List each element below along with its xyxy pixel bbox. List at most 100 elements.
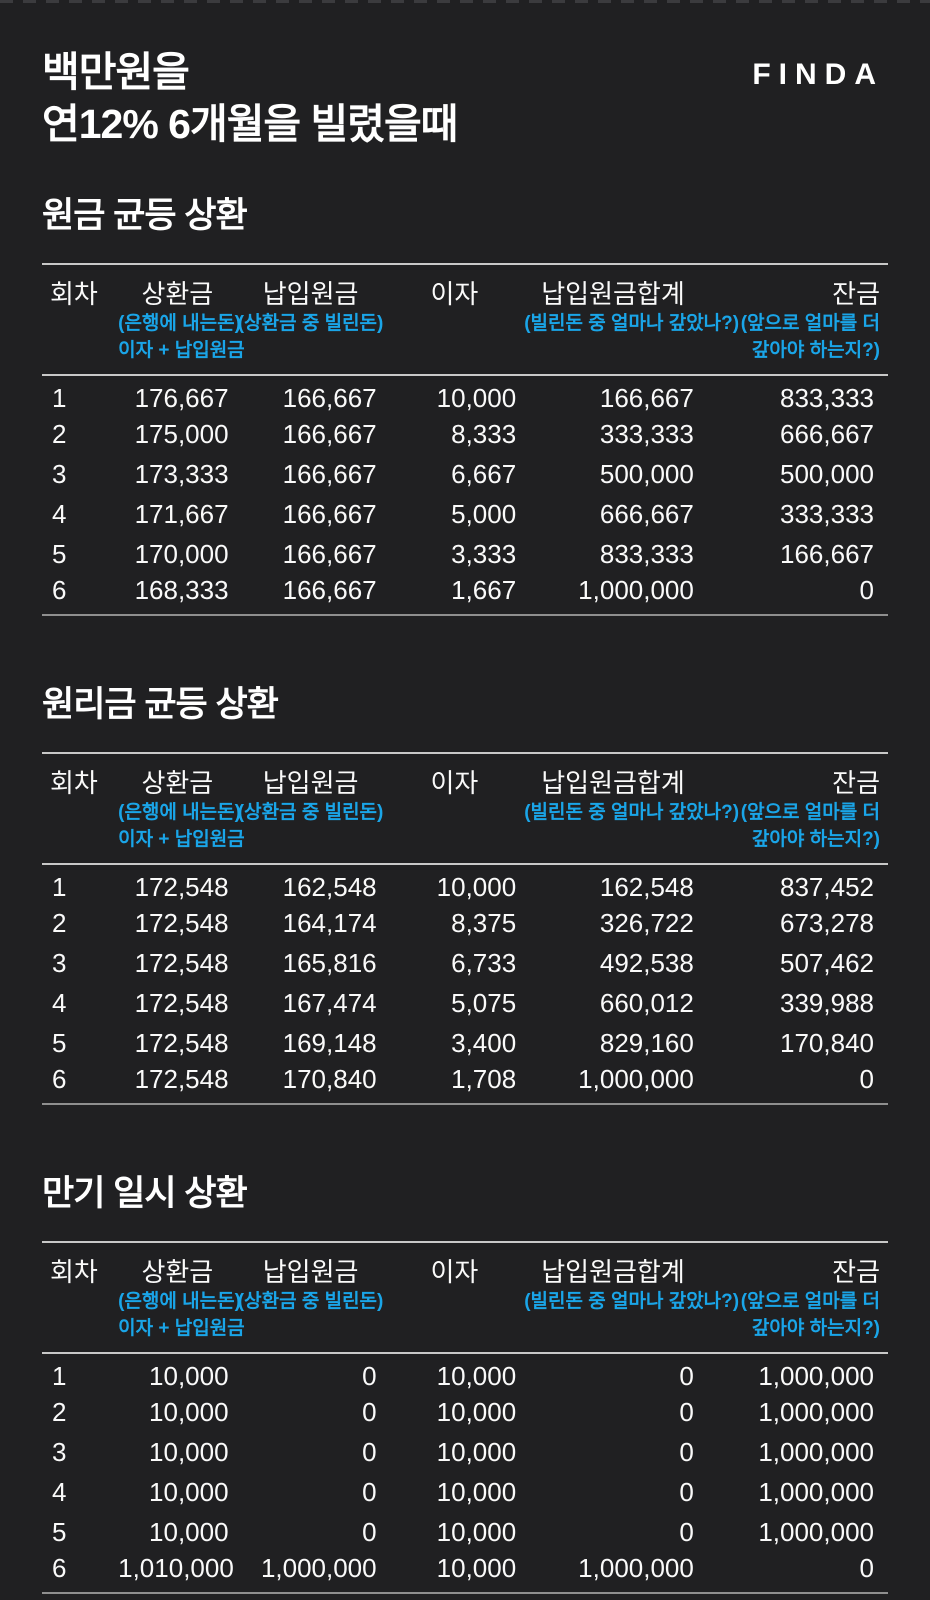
cell-principal_total: 333,333 (599, 419, 694, 450)
column-subtitle: (빌린돈 중 얼마나 갚았나?) (524, 312, 740, 334)
column-header-repayment: 상환금 (은행에 내는돈) 이자 + 납입원금 (118, 262, 245, 376)
table-body: 1 176,667 166,667 10,000 166,667 833,333 2 175,… (42, 375, 888, 615)
column-header-interest: 이자 (384, 262, 525, 376)
column-label: 납입원금합계 (541, 278, 685, 309)
cell-round: 6 (52, 1063, 67, 1094)
cell-balance: 673,278 (780, 908, 874, 939)
column-subtitle: (은행에 내는돈) (118, 801, 241, 823)
cell-balance: 333,333 (780, 499, 874, 530)
cell-interest: 5,000 (451, 499, 517, 530)
cell-principal_total: 0 (679, 1360, 694, 1391)
table-row: 3 173,333 166,667 6,667 500,000 500,000 (42, 455, 888, 495)
column-header-interest: 이자 (384, 1240, 525, 1354)
cell-repayment: 172,548 (134, 988, 229, 1019)
column-header-repayment: 상환금 (은행에 내는돈) 이자 + 납입원금 (118, 1240, 245, 1354)
masthead: 백만원을 연12% 6개월을 빌렸을때 FINDA (42, 0, 888, 151)
cell-principal_paid: 166,667 (282, 574, 377, 605)
table-row: 5 172,548 169,148 3,400 829,160 170,840 (42, 1024, 888, 1064)
cell-interest: 8,333 (451, 419, 517, 450)
section-title-equal-installment: 원리금 균등 상환 (42, 684, 279, 724)
cell-principal_total: 166,667 (599, 382, 694, 413)
table-equal-principal: 회차 상환금 (은행에 내는돈) 이자 + 납입원금 납입원금 (상환금 중 빌린돈) 이자… (42, 262, 888, 616)
column-label: 이자 (430, 278, 479, 309)
column-subtitle: (앞으로 얼마를 더 (740, 312, 880, 334)
column-label: 상환금 (141, 767, 214, 798)
table-header: 회차 상환금 (은행에 내는돈) 이자 + 납입원금 납입원금 (상환금 중 빌린돈) 이자… (42, 751, 888, 865)
table-bullet-repayment: 회차 상환금 (은행에 내는돈) 이자 + 납입원금 납입원금 (상환금 중 빌린돈) 이자… (42, 1240, 888, 1594)
section-equal-installment: 원리금 균등 상환 회차 상환금 (은행에 내는돈) 이자 + 납입원금 납입원금 (상환… (42, 676, 888, 1105)
column-label: 잔금 (832, 1256, 880, 1287)
cell-round: 3 (52, 1437, 67, 1468)
page-title-line1: 백만원을 (42, 49, 190, 95)
cell-interest: 10,000 (436, 1360, 517, 1391)
section-bullet-repayment: 만기 일시 상환 회차 상환금 (은행에 내는돈) 이자 + 납입원금 납입원금 (상환금… (42, 1165, 888, 1594)
cell-principal_total: 829,160 (599, 1028, 694, 1059)
cell-repayment: 175,000 (134, 419, 229, 450)
column-label: 잔금 (832, 767, 880, 798)
cell-repayment: 173,333 (134, 459, 229, 490)
table-row: 2 10,000 0 10,000 0 1,000,000 (42, 1393, 888, 1433)
cell-principal_paid: 170,840 (282, 1063, 377, 1094)
table-row: 2 175,000 166,667 8,333 333,333 666,667 (42, 415, 888, 455)
cell-principal_total: 492,538 (599, 948, 694, 979)
column-subtitle: (빌린돈 중 얼마나 갚았나?) (524, 801, 740, 823)
table-header-row: 회차 상환금 (은행에 내는돈) 이자 + 납입원금 납입원금 (상환금 중 빌린돈) 이자… (42, 1240, 888, 1354)
column-subtitle: (은행에 내는돈) (118, 312, 241, 334)
column-subtitle: 갚아야 하는지?) (751, 1317, 880, 1339)
cell-repayment: 172,548 (134, 908, 229, 939)
column-subtitle: 이자 + 납입원금 (118, 339, 245, 361)
cell-principal_total: 1,000,000 (578, 574, 694, 605)
table-row: 6 172,548 170,840 1,708 1,000,000 0 (42, 1064, 888, 1104)
cell-interest: 8,375 (451, 908, 517, 939)
cell-interest: 3,400 (451, 1028, 517, 1059)
column-label: 회차 (50, 767, 98, 798)
column-header-round: 회차 (42, 262, 119, 376)
cell-repayment: 172,548 (134, 871, 229, 902)
cell-principal_paid: 1,000,000 (260, 1552, 377, 1583)
cell-interest: 3,333 (451, 539, 517, 570)
table-row: 5 10,000 0 10,000 0 1,000,000 (42, 1513, 888, 1553)
cell-round: 1 (52, 871, 67, 902)
column-label: 납입원금합계 (541, 767, 685, 798)
cell-interest: 6,667 (451, 459, 517, 490)
cell-round: 4 (52, 1477, 67, 1508)
column-label: 잔금 (832, 278, 880, 309)
cell-repayment: 10,000 (149, 1397, 229, 1428)
cell-principal_paid: 166,667 (282, 419, 377, 450)
cell-principal_total: 833,333 (599, 539, 694, 570)
cell-principal_paid: 0 (362, 1517, 377, 1548)
cell-balance: 500,000 (780, 459, 874, 490)
column-header-principal_paid: 납입원금 (상환금 중 빌린돈) (236, 262, 385, 376)
cell-principal_total: 0 (679, 1517, 694, 1548)
cell-balance: 1,000,000 (758, 1477, 874, 1508)
cell-round: 5 (52, 1517, 67, 1548)
column-subtitle: (상환금 중 빌린돈) (237, 801, 384, 823)
table-header: 회차 상환금 (은행에 내는돈) 이자 + 납입원금 납입원금 (상환금 중 빌린돈) 이자… (42, 262, 888, 376)
column-label: 상환금 (141, 1256, 214, 1287)
column-subtitle: 이자 + 납입원금 (118, 1317, 245, 1339)
cell-principal_paid: 167,474 (282, 988, 377, 1019)
cell-principal_paid: 162,548 (282, 871, 377, 902)
cell-principal_paid: 166,667 (282, 499, 377, 530)
torn-edge-decoration (0, 0, 930, 3)
page-title: 백만원을 연12% 6개월을 빌렸을때 (42, 46, 458, 151)
cell-principal_paid: 164,174 (282, 908, 377, 939)
cell-balance: 666,667 (780, 419, 874, 450)
cell-round: 3 (52, 948, 67, 979)
cell-repayment: 170,000 (134, 539, 229, 570)
column-subtitle: (앞으로 얼마를 더 (740, 1290, 880, 1312)
cell-round: 1 (52, 1360, 67, 1391)
column-subtitle: 이자 + 납입원금 (118, 828, 245, 850)
table-body: 1 10,000 0 10,000 0 1,000,000 2 10,000 0 10,000 0 1… (42, 1353, 888, 1593)
table-row: 3 10,000 0 10,000 0 1,000,000 (42, 1433, 888, 1473)
cell-principal_total: 660,012 (599, 988, 694, 1019)
cell-balance: 0 (859, 574, 874, 605)
column-label: 회차 (50, 1256, 98, 1287)
cell-round: 3 (52, 459, 67, 490)
cell-principal_paid: 166,667 (282, 539, 377, 570)
cell-balance: 833,333 (780, 382, 874, 413)
table-row: 5 170,000 166,667 3,333 833,333 166,667 (42, 535, 888, 575)
column-header-principal_paid: 납입원금 (상환금 중 빌린돈) (236, 1240, 385, 1354)
cell-balance: 837,452 (780, 871, 874, 902)
